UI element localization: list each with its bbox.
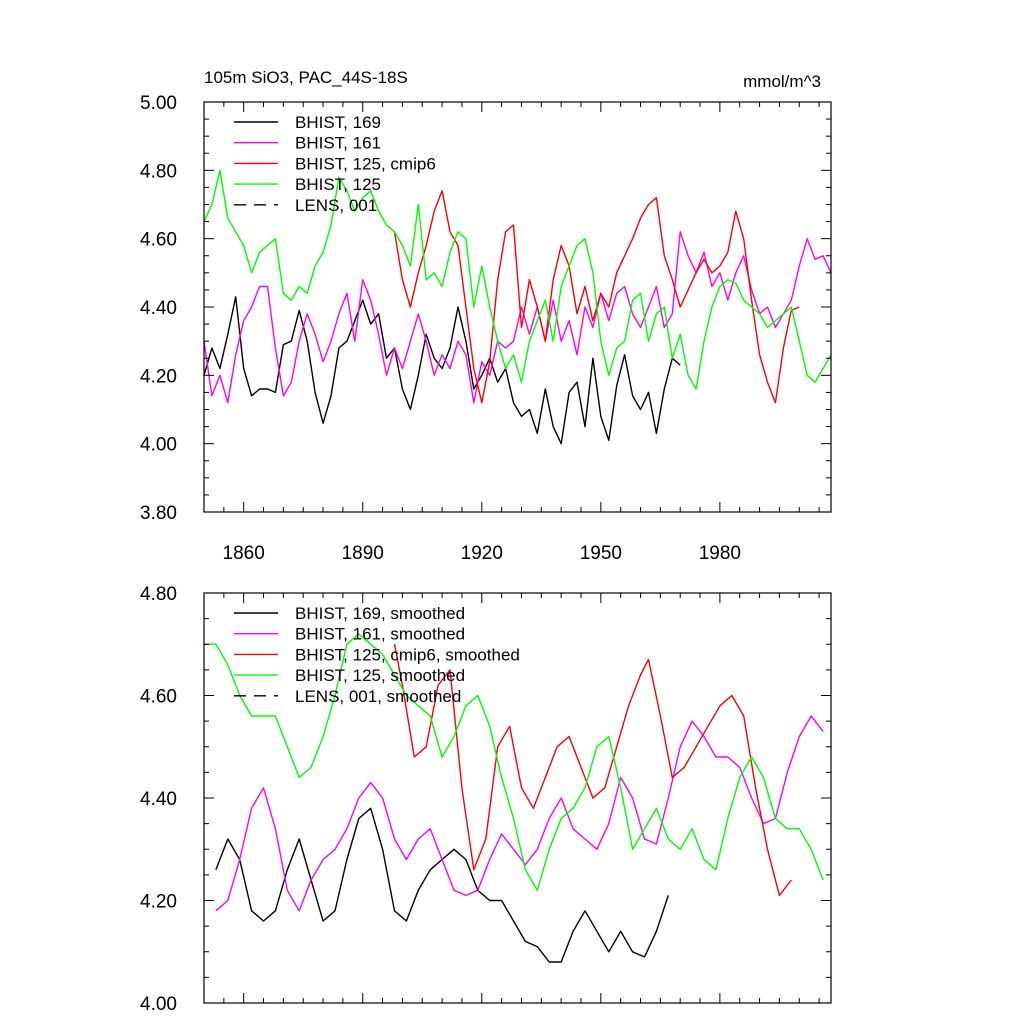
x-tick-label: 1920 bbox=[461, 543, 503, 564]
series-line-3 bbox=[393, 190, 800, 404]
x-tick-label: 1980 bbox=[699, 543, 741, 564]
series-line-1 bbox=[203, 296, 681, 445]
y-tick-label: 4.40 bbox=[140, 789, 177, 810]
x-tick-label: 1890 bbox=[342, 543, 384, 564]
bottom-chart-panel: 4.00 4.20 4.40 4.60 4.80 BHIST, 169, smoothed… bbox=[140, 584, 832, 1015]
series-line-3 bbox=[393, 644, 792, 897]
y-tick-label: 4.60 bbox=[140, 230, 177, 251]
series-line-2 bbox=[215, 715, 824, 912]
legend-label: BHIST, 161 bbox=[295, 134, 381, 153]
top-chart-panel: 1860 1890 1920 1950 1980 3.80 4.00 4.20 4.40 4.60… bbox=[140, 68, 832, 564]
y-tick-label: 4.00 bbox=[140, 435, 177, 456]
y-tick-label: 3.80 bbox=[140, 503, 177, 524]
y-tick-label: 4.00 bbox=[140, 994, 177, 1015]
legend-label: BHIST, 169 bbox=[295, 113, 381, 132]
legend-label: LENS, 001, smoothed bbox=[295, 687, 461, 706]
y-tick-label: 4.20 bbox=[140, 892, 177, 913]
legend-label: BHIST, 125 bbox=[295, 175, 381, 194]
series-line-2 bbox=[203, 231, 832, 404]
series-line-4 bbox=[204, 633, 824, 891]
y-tick-label: 4.40 bbox=[140, 298, 177, 319]
y-tick-label: 4.80 bbox=[140, 584, 177, 605]
legend-label: BHIST, 125, cmip6 bbox=[295, 154, 436, 173]
legend-label: BHIST, 125, smoothed bbox=[295, 666, 465, 685]
legend-label: BHIST, 125, cmip6, smoothed bbox=[295, 645, 520, 664]
y-tick-label: 5.00 bbox=[140, 93, 177, 114]
x-tick-label: 1950 bbox=[580, 543, 622, 564]
series-line-1 bbox=[215, 807, 669, 963]
legend-label: BHIST, 169, smoothed bbox=[295, 604, 465, 623]
y-tick-label: 4.20 bbox=[140, 366, 177, 387]
chart-units: mmol/m^3 bbox=[743, 72, 821, 91]
series-line-4 bbox=[203, 169, 832, 390]
y-tick-label: 4.80 bbox=[140, 161, 177, 182]
legend-label: LENS, 001 bbox=[295, 196, 377, 215]
y-tick-label: 4.60 bbox=[140, 687, 177, 708]
legend-label: BHIST, 161, smoothed bbox=[295, 625, 465, 644]
x-tick-label: 1860 bbox=[223, 543, 265, 564]
chart-title: 105m SiO3, PAC_44S-18S bbox=[204, 68, 408, 87]
